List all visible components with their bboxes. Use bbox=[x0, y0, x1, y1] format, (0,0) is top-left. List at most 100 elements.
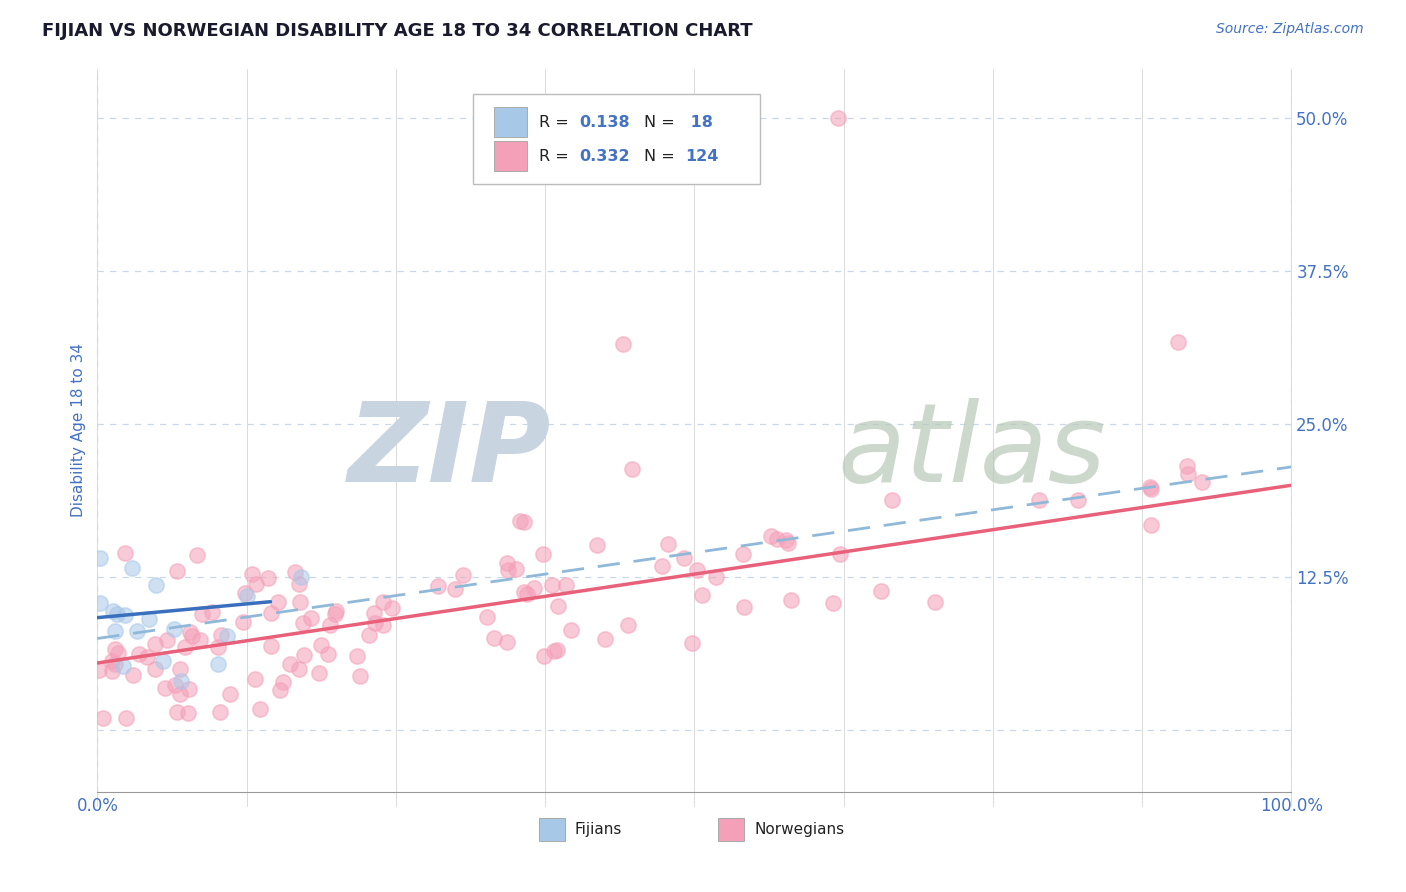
Point bbox=[657, 537, 679, 551]
Point bbox=[704, 570, 727, 584]
Point bbox=[513, 515, 536, 529]
Point bbox=[101, 654, 124, 668]
Point bbox=[523, 582, 546, 596]
Point bbox=[245, 577, 267, 591]
Point bbox=[349, 669, 371, 683]
Point bbox=[765, 532, 787, 546]
Point bbox=[363, 607, 385, 621]
Point bbox=[880, 493, 903, 508]
Point bbox=[174, 640, 197, 655]
FancyBboxPatch shape bbox=[494, 141, 527, 171]
Point bbox=[444, 582, 467, 597]
Text: 0.332: 0.332 bbox=[579, 149, 630, 163]
Point bbox=[122, 667, 145, 681]
Point bbox=[1139, 480, 1161, 494]
FancyBboxPatch shape bbox=[538, 818, 565, 841]
Point bbox=[89, 550, 111, 565]
Point bbox=[586, 538, 609, 552]
Point bbox=[127, 624, 149, 638]
Point bbox=[243, 673, 266, 687]
Point bbox=[209, 628, 232, 642]
Point bbox=[257, 571, 280, 585]
Point bbox=[240, 567, 263, 582]
Point bbox=[381, 601, 404, 615]
Point bbox=[821, 596, 844, 610]
Point bbox=[169, 662, 191, 676]
Point bbox=[121, 560, 143, 574]
Point bbox=[136, 649, 159, 664]
Point bbox=[138, 612, 160, 626]
Point bbox=[278, 657, 301, 672]
Point bbox=[259, 606, 281, 620]
Point bbox=[1175, 458, 1198, 473]
Point bbox=[191, 607, 214, 621]
Point bbox=[153, 681, 176, 695]
Text: R =: R = bbox=[538, 114, 574, 129]
Point bbox=[830, 547, 852, 561]
Point bbox=[309, 638, 332, 652]
Point bbox=[681, 635, 703, 649]
Point bbox=[540, 578, 562, 592]
FancyBboxPatch shape bbox=[718, 818, 745, 841]
Point bbox=[232, 615, 254, 629]
Point bbox=[166, 705, 188, 719]
Point bbox=[284, 565, 307, 579]
Point bbox=[759, 528, 782, 542]
Point bbox=[260, 640, 283, 654]
Point bbox=[89, 596, 111, 610]
Point bbox=[371, 594, 394, 608]
Point bbox=[482, 632, 505, 646]
Point bbox=[207, 657, 229, 672]
Point bbox=[780, 592, 803, 607]
Point bbox=[617, 617, 640, 632]
Point bbox=[152, 654, 174, 668]
Point bbox=[208, 705, 231, 719]
Text: ZIP: ZIP bbox=[347, 399, 551, 505]
Y-axis label: Disability Age 18 to 34: Disability Age 18 to 34 bbox=[72, 343, 86, 517]
Point bbox=[290, 594, 312, 608]
Point bbox=[145, 578, 167, 592]
Point bbox=[546, 643, 568, 657]
Point bbox=[733, 599, 755, 614]
Point bbox=[143, 663, 166, 677]
Point bbox=[163, 622, 186, 636]
Text: N =: N = bbox=[644, 149, 681, 163]
Point bbox=[1177, 467, 1199, 481]
Point bbox=[217, 629, 239, 643]
Text: Source: ZipAtlas.com: Source: ZipAtlas.com bbox=[1216, 22, 1364, 37]
Point bbox=[509, 514, 531, 528]
Point bbox=[776, 536, 799, 550]
Point bbox=[427, 579, 450, 593]
Point bbox=[775, 533, 797, 547]
Text: Fijians: Fijians bbox=[575, 822, 623, 837]
FancyBboxPatch shape bbox=[494, 107, 527, 137]
Point bbox=[201, 605, 224, 619]
Text: 124: 124 bbox=[685, 149, 718, 163]
Point bbox=[219, 687, 242, 701]
Point bbox=[207, 640, 229, 655]
Point bbox=[170, 674, 193, 689]
Point bbox=[169, 687, 191, 701]
Point bbox=[513, 585, 536, 599]
Point bbox=[1140, 518, 1163, 533]
Point bbox=[273, 674, 295, 689]
Point bbox=[870, 583, 893, 598]
Point bbox=[346, 649, 368, 664]
Point bbox=[128, 648, 150, 662]
FancyBboxPatch shape bbox=[474, 94, 761, 185]
Point bbox=[1167, 335, 1189, 350]
Point bbox=[101, 664, 124, 678]
Text: 0.138: 0.138 bbox=[579, 114, 630, 129]
Point bbox=[620, 462, 643, 476]
Text: Norwegians: Norwegians bbox=[754, 822, 844, 837]
Point bbox=[547, 599, 569, 614]
Point bbox=[104, 624, 127, 638]
Point bbox=[115, 711, 138, 725]
Text: FIJIAN VS NORWEGIAN DISABILITY AGE 18 TO 34 CORRELATION CHART: FIJIAN VS NORWEGIAN DISABILITY AGE 18 TO… bbox=[42, 22, 752, 40]
Point bbox=[290, 570, 312, 584]
Point bbox=[533, 648, 555, 663]
Text: 18: 18 bbox=[685, 114, 713, 129]
Point bbox=[156, 633, 179, 648]
Point bbox=[319, 618, 342, 632]
Point bbox=[515, 587, 537, 601]
